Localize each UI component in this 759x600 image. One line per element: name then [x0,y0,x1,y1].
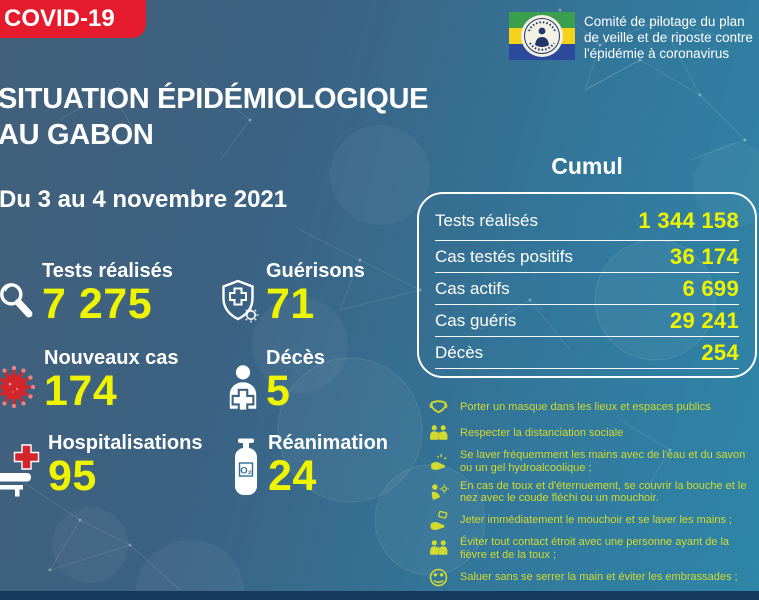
gabon-flag [509,12,575,60]
stat-deces: Décès 5 [226,347,325,415]
oxygen-label: O₂ [240,466,252,477]
stat-value: 24 [268,452,317,500]
stat-value: 95 [48,452,97,500]
stat-value: 7 275 [42,280,153,328]
gabon-emblem [521,15,563,57]
stat-label: Nouveaux cas [44,347,179,369]
guideline-text: Se laver fréquemment les mains avec de l… [460,449,746,474]
mask-icon [428,397,449,418]
covid-banner-label: COVID-19 [4,5,115,32]
row-label: Cas testés positifs [435,246,573,266]
row-value: 29 241 [669,307,739,333]
guideline-text: Saluer sans se serrer la main et éviter … [460,570,738,583]
report-period: Du 3 au 4 novembre 2021 [0,186,288,213]
committee-name-line2: de veille et de riposte contre [584,29,753,45]
table-row: Cas guéris 29 241 [435,305,739,337]
page-title-line1: SITUATION ÉPIDÉMIOLOGIQUE [0,83,429,115]
committee-logo-block: Comité de pilotage du plan de veille et … [509,12,753,61]
cumul-title: Cumul [551,153,623,179]
oxygen-tank-icon: O₂ [230,437,262,497]
hospital-bed-icon [0,443,42,497]
stat-reanimation: O₂ Réanimation 24 [230,432,389,500]
cumul-table: Tests réalisés 1 344 158 Cas testés posi… [417,192,757,378]
covid-banner: COVID-19 [0,0,146,38]
social-distancing-icon [428,423,449,444]
stat-value: 71 [266,280,315,328]
guidelines-list: Porter un masque dans les lieux et espac… [428,397,758,600]
list-item: Saluer sans se serrer la main et éviter … [428,567,758,588]
table-row: Cas actifs 6 699 [435,273,739,305]
committee-name-line1: Comité de pilotage du plan [584,14,745,29]
stat-hospitalisations: Hospitalisations 95 [0,432,203,500]
shield-cross-icon [220,277,260,325]
guideline-text: Respecter la distanciation sociale [460,427,624,440]
row-value: 6 699 [682,275,739,301]
row-value: 1 344 158 [638,208,739,233]
stat-label: Réanimation [268,432,389,454]
page-title-line2: AU GABON [0,118,154,151]
stat-guerisons: Guérisons 71 [220,260,365,328]
row-label: Cas actifs [435,278,510,298]
footer-bar [0,591,759,600]
stat-value: 174 [44,367,118,415]
stat-label: Décès [266,347,325,369]
list-item: Se laver fréquemment les mains avec de l… [428,449,758,475]
greeting-icon [428,567,449,588]
list-item: Porter un masque dans les lieux et espac… [428,397,758,418]
row-value: 254 [701,339,739,365]
virus-icon [0,362,38,412]
committee-name: Comité de pilotage du plan de veille et … [584,12,753,61]
stat-label: Hospitalisations [48,432,203,454]
page-title: SITUATION ÉPIDÉMIOLOGIQUE AU GABON [0,82,429,154]
table-row: Cas testés positifs 36 174 [435,241,739,273]
row-label: Tests réalisés [435,211,538,230]
list-item: Jeter immédiatement le mouchoir et se la… [428,510,758,531]
cough-elbow-icon [428,482,449,503]
hand-washing-icon [428,451,449,472]
guideline-text: Jeter immédiatement le mouchoir et se la… [460,514,733,527]
stat-tests-realises: Tests réalisés 7 275 [0,260,173,328]
guideline-text: En cas de toux et d'éternuement, se couv… [460,479,747,505]
list-item: Respecter la distanciation sociale [428,423,758,444]
stat-value: 5 [266,367,291,415]
stat-label: Guérisons [266,260,365,282]
table-row: Décès 254 [435,337,739,369]
person-cross-icon [226,362,260,412]
list-item: Éviter tout contact étroit avec une pers… [428,536,758,562]
tissue-disposal-icon [428,510,449,531]
committee-name-line3: l'épidémie à coronavirus [584,45,730,61]
row-value: 36 174 [669,243,739,269]
guideline-text: Porter un masque dans les lieux et espac… [460,401,711,414]
list-item: En cas de toux et d'éternuement, se couv… [428,480,758,506]
row-label: Décès [435,342,484,362]
stat-nouveaux-cas: Nouveaux cas 174 [0,347,179,415]
row-label: Cas guéris [435,310,517,330]
magnifier-icon [0,277,36,325]
stat-label: Tests réalisés [42,260,173,282]
table-row: Tests réalisés 1 344 158 [435,199,739,241]
avoid-contact-icon [428,538,449,559]
guideline-text: Éviter tout contact étroit avec une pers… [460,536,730,561]
